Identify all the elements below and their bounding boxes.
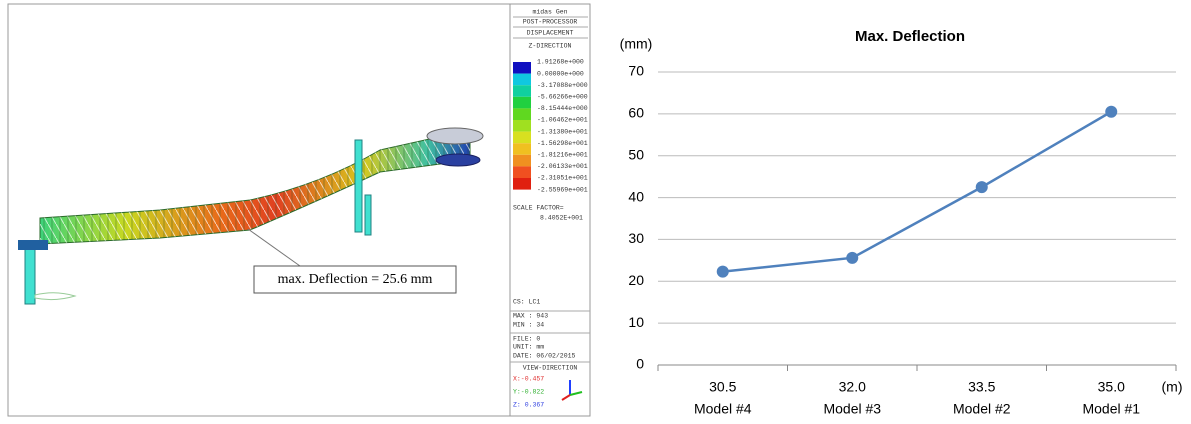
color-swatch (513, 143, 531, 155)
legend-value: -8.15444e+000 (537, 105, 588, 112)
legend-value: -1.56298e+001 (537, 140, 588, 147)
x-tick-label: 33.5 (968, 379, 995, 395)
page: max. Deflection = 25.6 mm midas Gen POST-… (0, 0, 1191, 424)
x-tick-sublabel: Model #2 (953, 401, 1011, 417)
annotation: max. Deflection = 25.6 mm (278, 272, 433, 287)
color-swatch (513, 97, 531, 109)
y-tick-label: 40 (628, 188, 644, 204)
info-text: CS: LC1 (513, 299, 540, 306)
y-tick-label: 30 (628, 230, 644, 246)
x-tick-label: 32.0 (839, 379, 866, 395)
legend-value: -1.31380e+001 (537, 128, 588, 135)
info-text: FILE: 0 (513, 336, 540, 343)
info-text: MIN : 34 (513, 322, 544, 329)
legend-value: -2.31051e+001 (537, 175, 588, 182)
color-swatch (513, 132, 531, 144)
view-text: Y:-0.822 (513, 389, 544, 396)
y-tick-label: 70 (628, 63, 644, 79)
x-tick-sublabel: Model #3 (823, 401, 881, 417)
y-tick-label: 60 (628, 105, 644, 121)
color-swatch (513, 120, 531, 132)
color-swatch (513, 166, 531, 178)
view-text: X:-0.457 (513, 376, 544, 383)
line (723, 112, 1112, 272)
x-tick-label: 35.0 (1098, 379, 1125, 395)
legend-header: DISPLACEMENT (527, 30, 574, 37)
x-tick-label: 30.5 (709, 379, 736, 395)
y-tick-label: 0 (636, 356, 644, 372)
info-text: MAX : 943 (513, 313, 548, 320)
legend-value: -5.66266e+000 (537, 94, 588, 101)
panel-frame (8, 4, 590, 416)
marker (717, 266, 729, 278)
info-text: VIEW-DIRECTION (523, 365, 578, 372)
color-swatch (513, 85, 531, 97)
color-swatch (513, 155, 531, 167)
view-text: Z: 0.367 (513, 402, 544, 409)
marker (976, 181, 988, 193)
y-tick-label: 20 (628, 272, 644, 288)
y-tick-label: 10 (628, 314, 644, 330)
legend-value: -3.17088e+000 (537, 82, 588, 89)
scale-label: SCALE FACTOR= (513, 205, 564, 212)
x-axis-label: (m) (1162, 379, 1183, 395)
x-tick-sublabel: Model #4 (694, 401, 752, 417)
color-swatch (513, 62, 531, 74)
color-swatch (513, 74, 531, 86)
chart-title: Max. Deflection (855, 28, 965, 45)
color-swatch (513, 178, 531, 190)
info-text: DATE: 06/02/2015 (513, 353, 576, 360)
legend-header: POST-PROCESSOR (523, 19, 578, 26)
x-tick-sublabel: Model #1 (1082, 401, 1140, 417)
marker (846, 252, 858, 264)
legend-value: -1.81216e+001 (537, 152, 588, 159)
legend-value: -2.55969e+001 (537, 186, 588, 193)
chart: Max. Deflection (mm) (m) 0 10 20 30 40 50 60 70… (620, 28, 1183, 417)
y-tick-label: 50 (628, 146, 644, 162)
legend-header: Z-DIRECTION (529, 43, 572, 50)
legend-value: -2.06133e+001 (537, 163, 588, 170)
color-swatch (513, 108, 531, 120)
fe-panel: max. Deflection = 25.6 mm midas Gen POST-… (8, 4, 590, 416)
legend-header: midas Gen (532, 9, 567, 16)
info-text: UNIT: mm (513, 344, 544, 351)
legend-value: 0.00000e+000 (537, 70, 584, 77)
y-axis-label: (mm) (620, 36, 653, 52)
legend-value: -1.06462e+001 (537, 117, 588, 124)
legend-value: 1.91268e+000 (537, 59, 584, 66)
scale-value: 8.4052E+001 (540, 215, 583, 222)
marker (1105, 106, 1117, 118)
